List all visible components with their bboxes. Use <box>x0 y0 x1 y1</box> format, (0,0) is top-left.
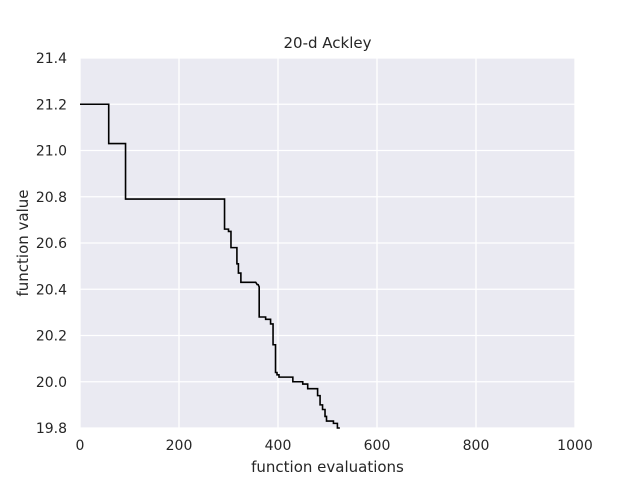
x-tick-label: 400 <box>265 438 292 454</box>
y-axis-label: function value <box>14 189 32 296</box>
y-tick-label: 20.4 <box>36 282 67 298</box>
x-tick-label: 800 <box>463 438 490 454</box>
grid-layer <box>79 57 576 429</box>
x-tick-label: 0 <box>76 438 85 454</box>
chart-title: 20-d Ackley <box>284 34 372 52</box>
y-tick-label: 20.0 <box>36 375 67 391</box>
x-tick-label: 1000 <box>557 438 593 454</box>
tick-labels: 0 200 400 600 800 1000 19.8 20.0 20.2 20.4 20.6 20.… <box>36 51 593 454</box>
y-tick-label: 21.4 <box>36 51 67 67</box>
y-tick-label: 21.2 <box>36 97 67 113</box>
series-line <box>80 103 340 429</box>
x-tick-label: 200 <box>166 438 193 454</box>
y-tick-label: 20.2 <box>36 329 67 345</box>
series-layer <box>80 103 340 429</box>
y-tick-label: 19.8 <box>36 421 67 437</box>
y-tick-label: 20.6 <box>36 236 67 252</box>
x-axis-label: function evaluations <box>251 458 404 476</box>
x-tick-label: 600 <box>364 438 391 454</box>
y-tick-label: 21.0 <box>36 144 67 160</box>
y-tick-label: 20.8 <box>36 190 67 206</box>
